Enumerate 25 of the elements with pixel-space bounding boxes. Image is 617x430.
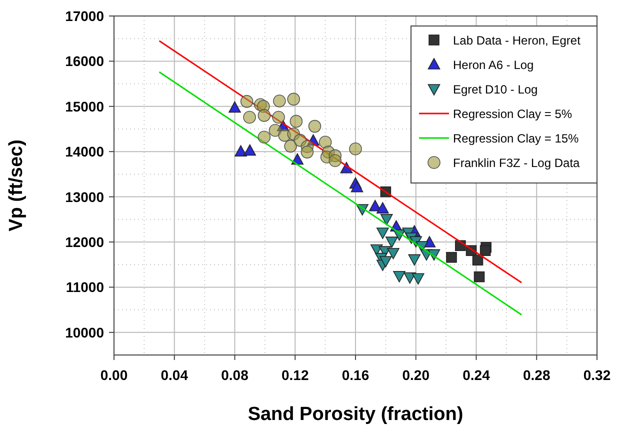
- x-tick-label: 0.16: [342, 367, 370, 383]
- legend-label: Lab Data - Heron, Egret: [453, 34, 582, 48]
- legend-label: Regression Clay = 5%: [453, 107, 572, 121]
- legend-label: Egret D10 - Log: [453, 82, 538, 96]
- y-tick-label: 17000: [65, 8, 104, 24]
- x-tick-label: 0.04: [160, 367, 188, 383]
- x-tick-label: 0.24: [462, 367, 490, 383]
- y-tick-label: 10000: [65, 324, 104, 340]
- x-tick-label: 0.08: [221, 367, 249, 383]
- y-tick-label: 13000: [65, 188, 104, 205]
- y-axis-title: Vp (ft/sec): [6, 140, 27, 232]
- x-tick-label: 0.20: [402, 367, 430, 383]
- x-tick-label: 0.28: [523, 367, 550, 383]
- x-tick-label: 0.32: [583, 367, 611, 383]
- y-tick-label: 14000: [65, 144, 104, 160]
- y-tick-label: 15000: [65, 98, 104, 114]
- y-tick-label: 16000: [65, 53, 104, 70]
- legend-label: Franklin F3Z - Log Data: [453, 156, 580, 170]
- legend-label: Regression Clay = 15%: [453, 132, 580, 146]
- legend-label: Heron A6 - Log: [453, 58, 534, 72]
- y-tick-label: 11000: [66, 279, 104, 296]
- x-tick-label: 0.12: [282, 367, 309, 383]
- y-tick-label: 12000: [65, 234, 104, 250]
- x-axis-title: Sand Porosity (fraction): [248, 404, 464, 425]
- x-tick-label: 0.00: [100, 367, 128, 383]
